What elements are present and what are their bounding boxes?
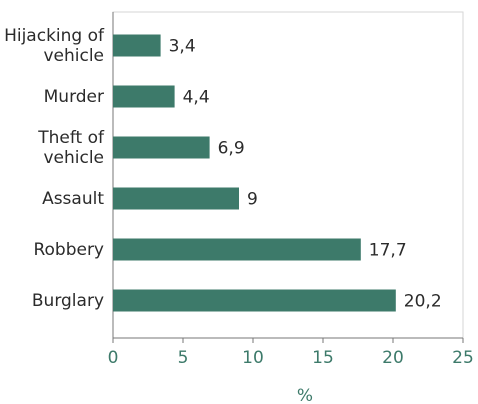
category-label: Robbery <box>33 239 104 260</box>
x-axis-label: % <box>297 386 313 404</box>
x-tick-label: 20 <box>382 348 404 368</box>
value-label: 4,4 <box>183 88 210 108</box>
category-label: Theft of vehicle <box>38 127 104 168</box>
x-tick-label: 5 <box>178 348 189 368</box>
value-label: 20,2 <box>404 292 442 312</box>
bar <box>113 289 396 312</box>
value-label: 3,4 <box>169 37 196 57</box>
bar <box>113 187 239 210</box>
category-label: Assault <box>42 188 104 209</box>
x-tick-label: 0 <box>108 348 119 368</box>
x-tick-label: 10 <box>242 348 264 368</box>
value-label: 6,9 <box>218 139 245 159</box>
plot-frame <box>112 11 464 339</box>
category-label: Murder <box>43 86 104 107</box>
bar <box>113 34 161 57</box>
value-label: 9 <box>247 190 258 210</box>
value-label: 17,7 <box>369 241 407 261</box>
category-label: Hijacking of vehicle <box>4 25 104 66</box>
bar <box>113 238 361 261</box>
x-tick-label: 25 <box>452 348 474 368</box>
category-label: Burglary <box>31 290 104 311</box>
bar <box>113 85 175 108</box>
bar <box>113 136 210 159</box>
x-tick-label: 15 <box>312 348 334 368</box>
